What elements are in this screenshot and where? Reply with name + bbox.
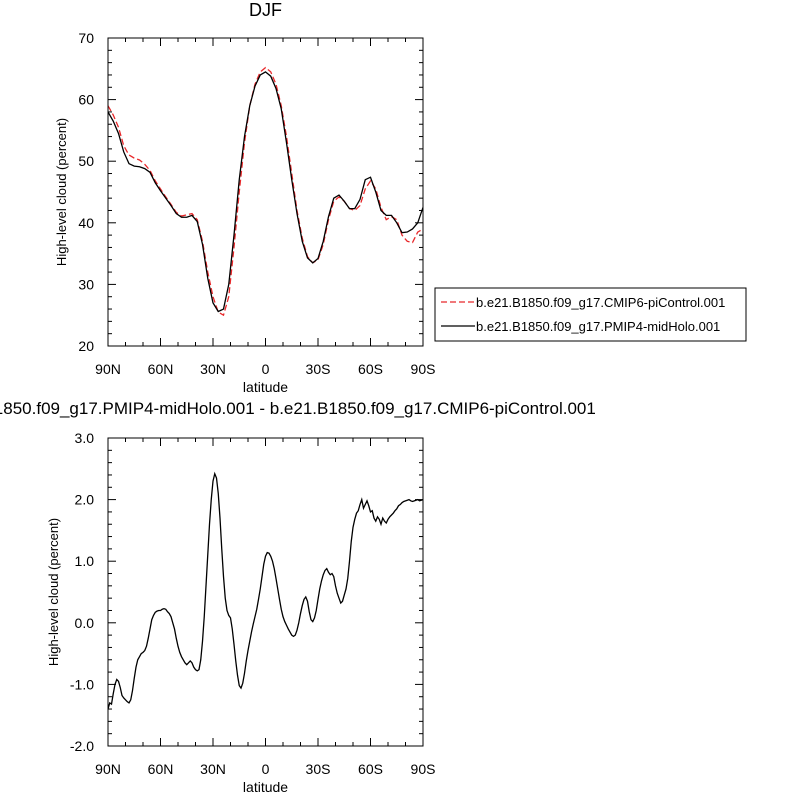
- x-tick-label: 90S: [411, 761, 436, 777]
- chart-title: b.e21.B1850.f09_g17.PMIP4-midHolo.001 - …: [0, 399, 596, 418]
- x-tick-label: 60N: [148, 761, 174, 777]
- x-tick-label: 90N: [95, 361, 121, 377]
- y-tick-label: 3.0: [75, 430, 95, 446]
- x-tick-label: 30S: [306, 361, 331, 377]
- x-tick-label: 0: [262, 361, 270, 377]
- bottom-panel: b.e21.B1850.f09_g17.PMIP4-midHolo.001 - …: [0, 399, 596, 795]
- plot-frame: [107, 437, 424, 747]
- y-tick-label: -2.0: [70, 738, 94, 754]
- legend-label-0: b.e21.B1850.f09_g17.CMIP6-piControl.001: [476, 295, 725, 310]
- top-panel: DJF 20 30 40 50 60 70 90N 60N 30N 0 30S 60S 90S latitu…: [54, 0, 435, 395]
- x-tick-label: 30N: [200, 361, 226, 377]
- x-tick-label: 90N: [95, 761, 121, 777]
- x-tick-label: 90S: [411, 361, 436, 377]
- x-tick-label: 60N: [148, 361, 174, 377]
- y-tick-label: 70: [78, 30, 94, 46]
- legend-box: [434, 287, 747, 342]
- x-tick-label: 30S: [306, 761, 331, 777]
- x-axis-label: latitude: [243, 379, 288, 395]
- y-tick-label: 1.0: [75, 553, 95, 569]
- series-line-1: [108, 71, 423, 313]
- x-axis-label: latitude: [243, 779, 288, 795]
- x-tick-label: 60S: [358, 361, 383, 377]
- y-tick-label: 0.0: [75, 615, 95, 631]
- y-tick-label: 60: [78, 92, 94, 108]
- y-tick-label: 40: [78, 215, 94, 231]
- series-line-0: [108, 66, 423, 317]
- y-tick-label: 50: [78, 153, 94, 169]
- x-tick-label: 0: [262, 761, 270, 777]
- x-tick-label: 30N: [200, 761, 226, 777]
- y-tick-label: 30: [78, 276, 94, 292]
- y-axis-label: High-level cloud (percent): [54, 118, 69, 266]
- y-axis-label: High-level cloud (percent): [46, 518, 61, 666]
- y-tick-label: 20: [78, 338, 94, 354]
- x-tick-label: 60S: [358, 761, 383, 777]
- y-tick-label: -1.0: [70, 676, 94, 692]
- y-tick-label: 2.0: [75, 492, 95, 508]
- legend-label-1: b.e21.B1850.f09_g17.PMIP4-midHolo.001: [476, 319, 720, 334]
- series-line-0: [108, 471, 423, 710]
- chart-title: DJF: [249, 0, 282, 20]
- legend: b.e21.B1850.f09_g17.CMIP6-piControl.001b…: [434, 287, 747, 342]
